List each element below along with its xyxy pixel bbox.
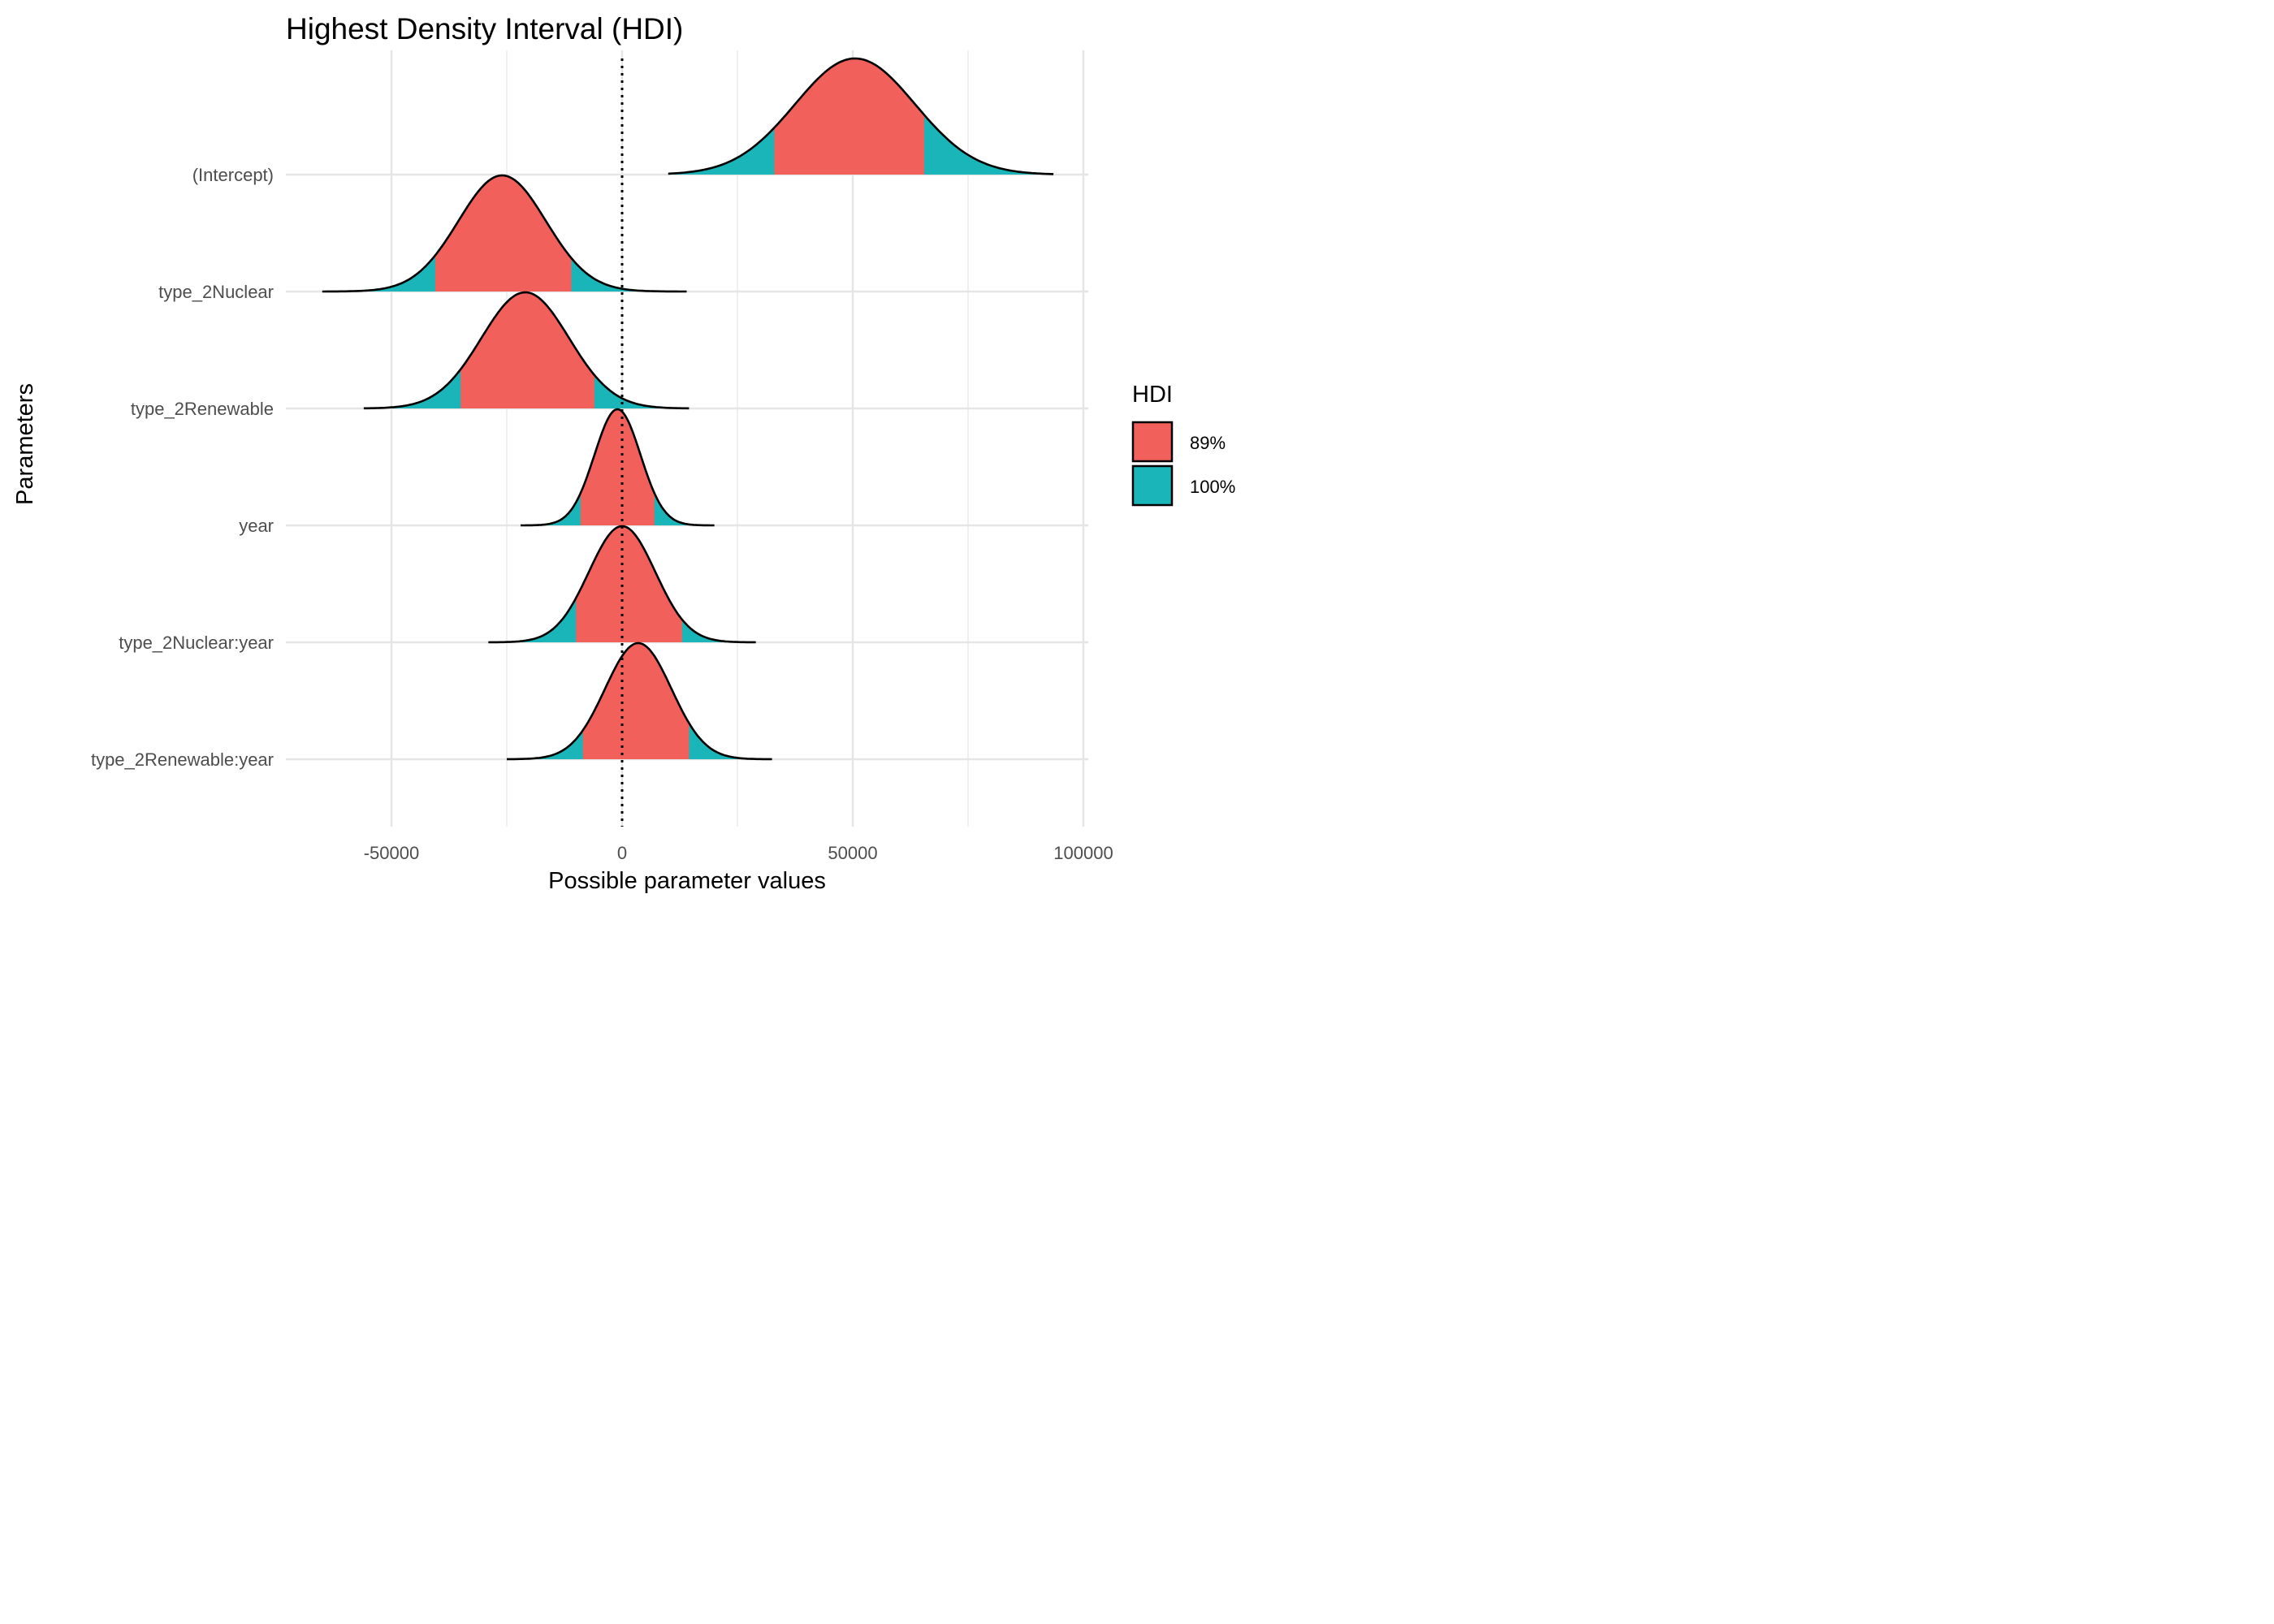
ridge-1 — [322, 174, 687, 293]
y-axis-title: Parameters — [12, 383, 38, 505]
hdi89-area — [774, 58, 925, 175]
density-outline — [668, 57, 1054, 175]
density-outline — [521, 408, 715, 527]
hdi89-area — [580, 409, 655, 525]
ridge-0 — [668, 57, 1054, 175]
y-tick-label: (Intercept) — [192, 165, 274, 185]
x-tick-labels: -50000 0 50000 100000 — [364, 843, 1113, 863]
hdi-chart: (Intercept) type_2Nuclear type_2Renewabley… — [12, 12, 1235, 894]
hdi89-area — [576, 526, 682, 642]
hdi89-area — [460, 292, 594, 408]
y-tick-label: type_2Renewable — [131, 399, 274, 419]
ridge-2 — [363, 291, 690, 410]
chart-title: Highest Density Interval (HDI) — [286, 12, 683, 45]
legend-label-hdi89: 89% — [1190, 433, 1226, 453]
x-tick-label: 100000 — [1053, 843, 1113, 863]
x-axis-title: Possible parameter values — [548, 868, 826, 894]
legend: HDI 89% 100% — [1131, 382, 1235, 507]
y-tick-label: type_2Nuclear — [158, 282, 274, 302]
density-outline — [363, 291, 690, 410]
legend-swatch-hdi89 — [1131, 421, 1174, 463]
y-tick-labels: (Intercept) type_2Nuclear type_2Renewabley… — [91, 165, 274, 770]
density-outline — [322, 174, 687, 293]
legend-title: HDI — [1132, 382, 1173, 408]
density-ridges — [322, 57, 1054, 761]
density-outline — [507, 641, 772, 761]
y-tick-label: year — [239, 516, 274, 536]
ridge-5 — [507, 641, 772, 761]
x-tick-label: 0 — [617, 843, 627, 863]
y-tick-label: type_2Nuclear:year — [119, 633, 274, 653]
ridge-3 — [521, 408, 715, 527]
legend-swatch-hdi100 — [1131, 464, 1174, 507]
legend-label-hdi100: 100% — [1190, 477, 1235, 497]
y-tick-label: type_2Renewable:year — [91, 749, 274, 770]
hdi89-area — [434, 175, 572, 292]
x-tick-label: -50000 — [364, 843, 420, 863]
x-tick-label: 50000 — [828, 843, 877, 863]
ridge-4 — [488, 525, 756, 644]
